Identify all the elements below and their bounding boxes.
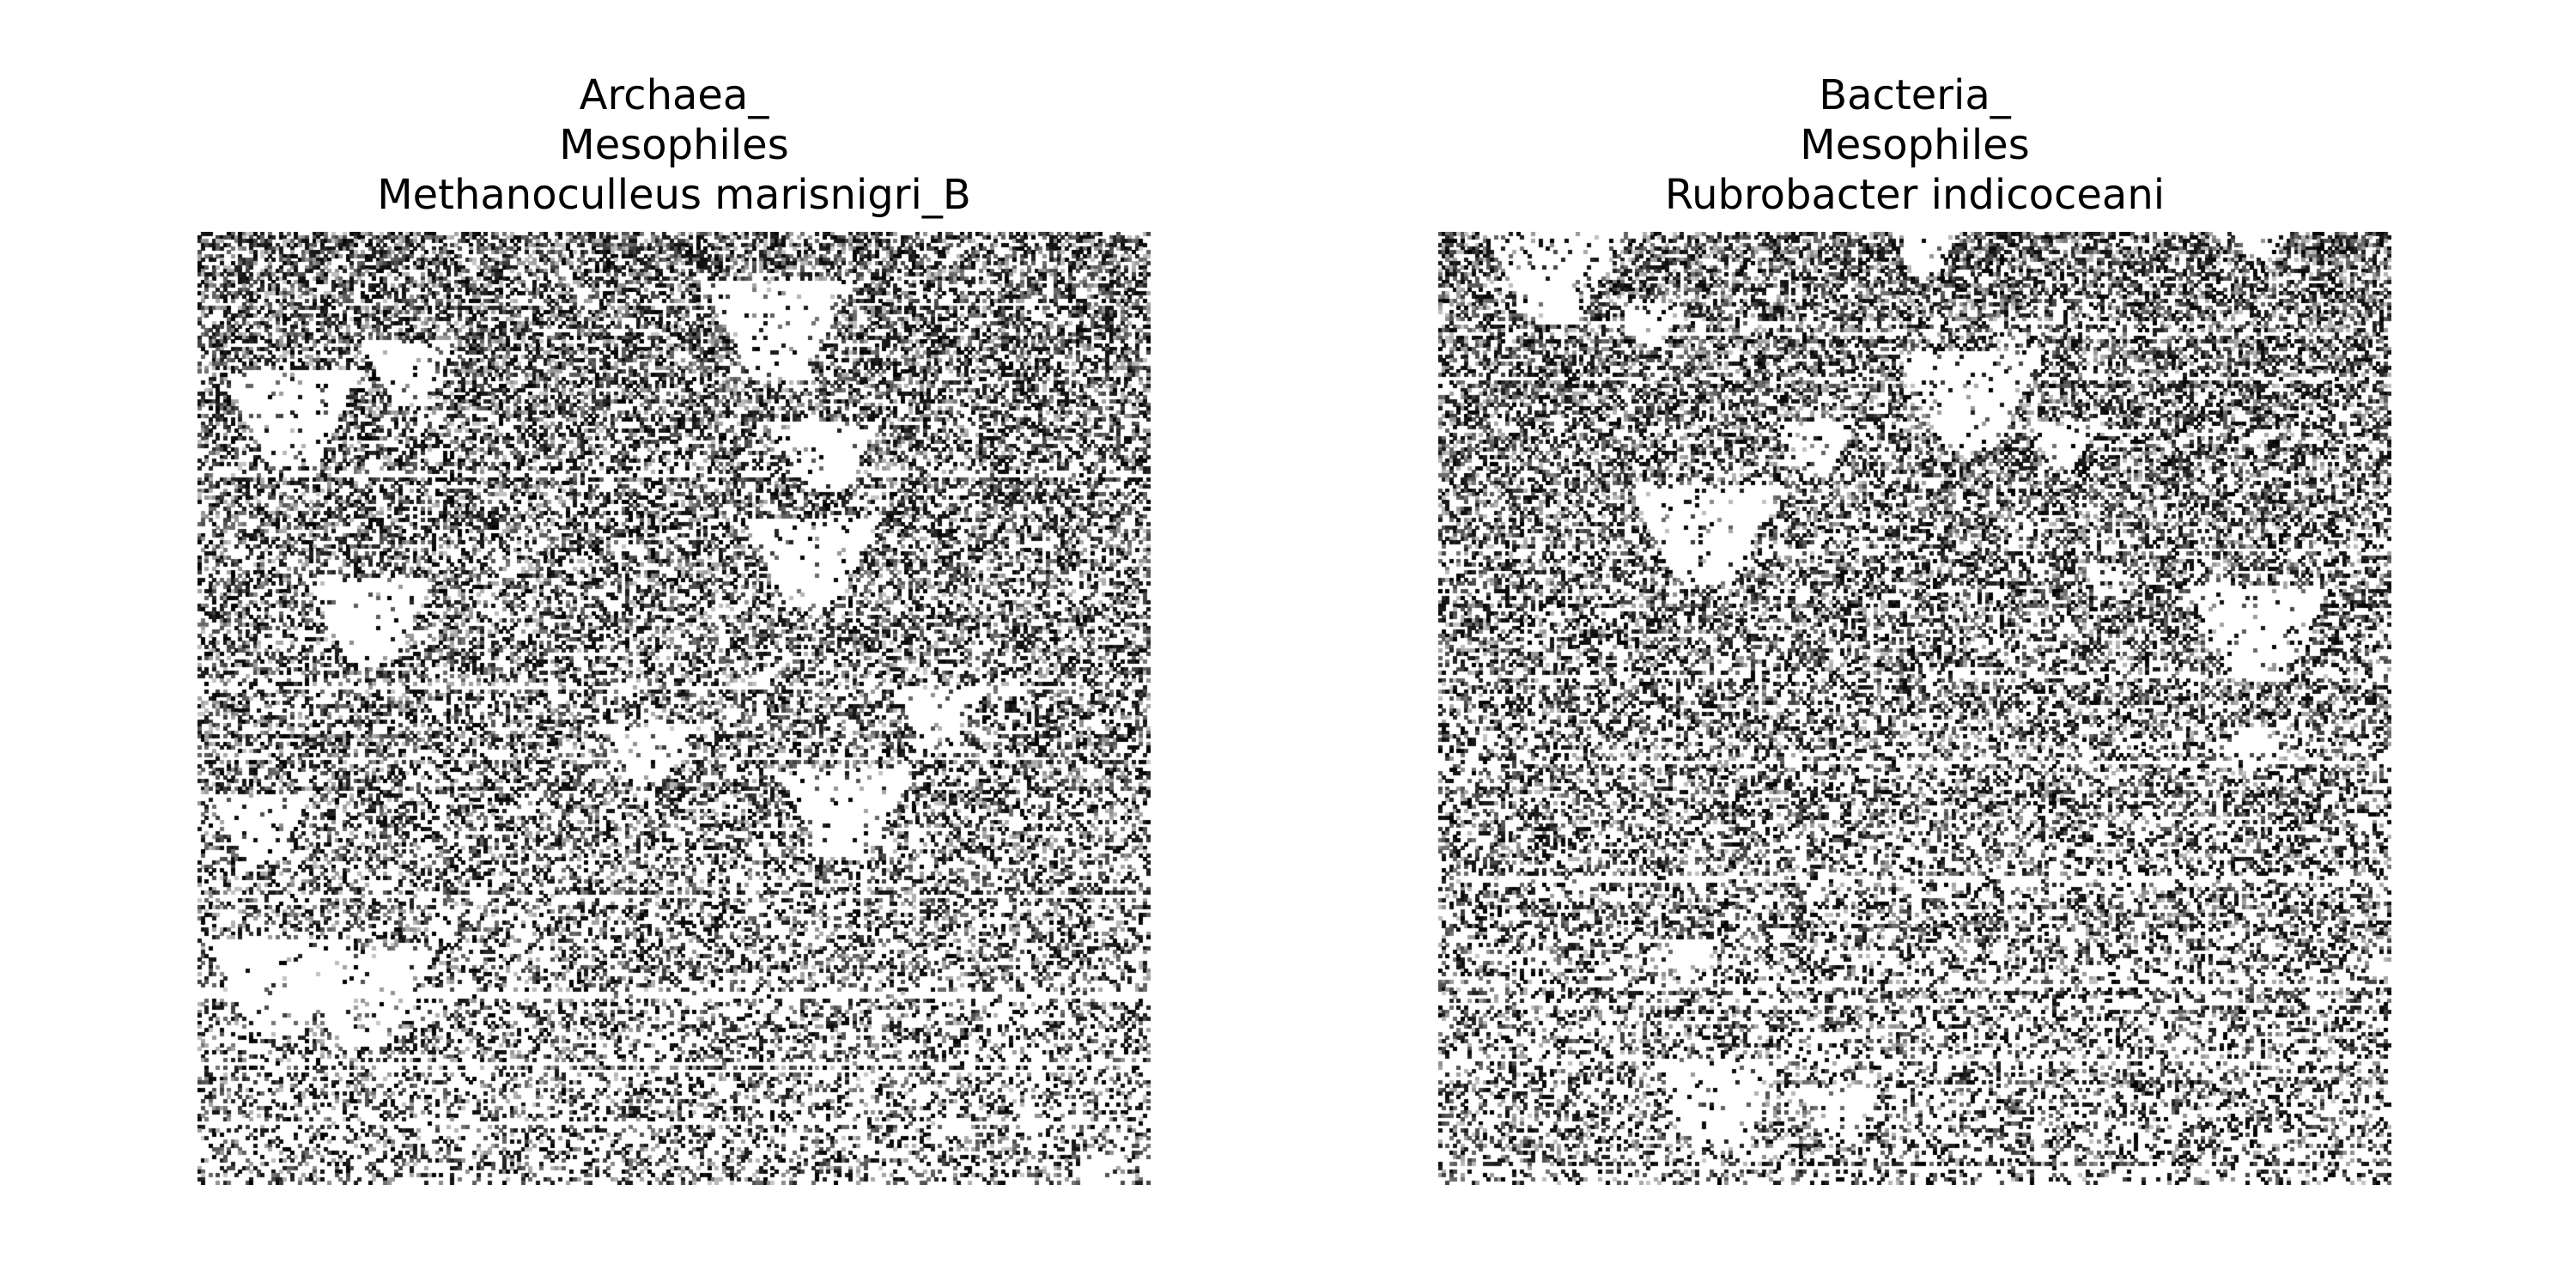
chart-panel-bacteria: Bacteria_ Mesophiles Rubrobacter indicoc… xyxy=(1438,0,2391,1288)
title-line-group: Mesophiles xyxy=(559,121,789,169)
title-line-group: Mesophiles xyxy=(1800,121,2030,169)
chart-title: Archaea_ Mesophiles Methanoculleus maris… xyxy=(197,70,1151,220)
title-line-domain: Archaea_ xyxy=(579,71,769,119)
heatmap-image xyxy=(1438,232,2391,1185)
title-line-species: Methanoculleus marisnigri_B xyxy=(377,171,971,219)
title-line-species: Rubrobacter indicoceani xyxy=(1664,171,2166,219)
chart-title: Bacteria_ Mesophiles Rubrobacter indicoc… xyxy=(1438,70,2391,220)
heatmap-image xyxy=(197,232,1151,1185)
title-line-domain: Bacteria_ xyxy=(1819,71,2011,119)
chart-panel-archaea: Archaea_ Mesophiles Methanoculleus maris… xyxy=(197,0,1151,1288)
